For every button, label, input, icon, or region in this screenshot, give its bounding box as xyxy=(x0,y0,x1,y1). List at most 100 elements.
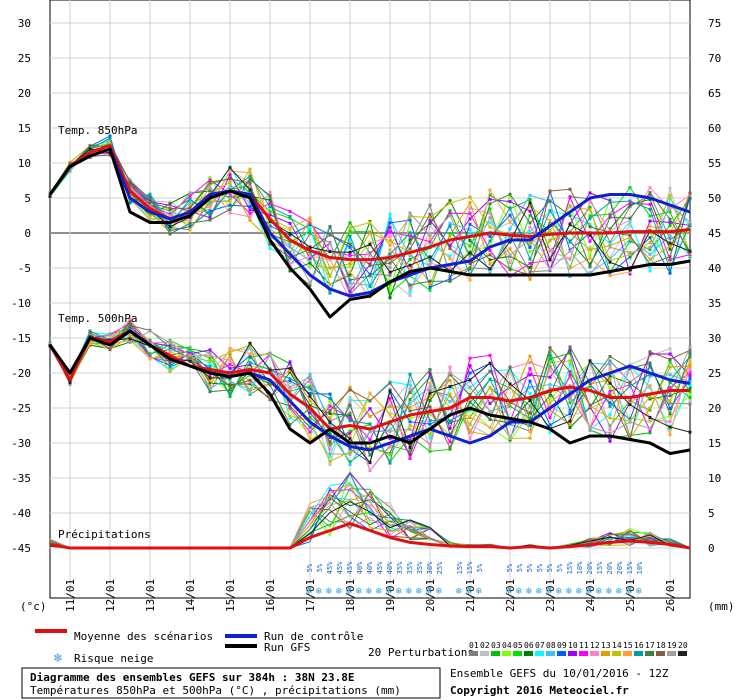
member-point xyxy=(468,228,472,232)
member-point xyxy=(568,223,572,227)
member-point xyxy=(448,247,452,251)
member-point xyxy=(648,406,652,410)
member-point xyxy=(168,227,172,231)
member-point xyxy=(568,362,572,366)
member-point xyxy=(588,403,592,407)
member-point xyxy=(548,353,552,357)
member-point xyxy=(188,218,192,222)
left-tick-label: 25 xyxy=(18,52,31,65)
member-point xyxy=(448,257,452,261)
perturbation-swatch xyxy=(612,651,621,656)
member-point xyxy=(248,211,252,215)
member-point xyxy=(268,353,272,357)
member-point xyxy=(268,190,272,194)
member-point xyxy=(128,338,132,342)
member-point xyxy=(248,362,252,366)
member-point xyxy=(448,254,452,258)
member-point xyxy=(488,216,492,220)
member-point xyxy=(488,425,492,429)
member-point xyxy=(288,221,292,225)
member-point xyxy=(428,422,432,426)
member-point xyxy=(428,446,432,450)
member-point xyxy=(428,395,432,399)
member-point xyxy=(508,418,512,422)
date-tick-label: 22/01 xyxy=(504,579,517,612)
member-point xyxy=(368,263,372,267)
member-point xyxy=(408,446,412,450)
member-point xyxy=(288,269,292,273)
member-point xyxy=(528,197,532,201)
snow-risk-percent: 5% xyxy=(506,563,514,572)
member-point xyxy=(328,291,332,295)
member-point xyxy=(568,370,572,374)
member-point xyxy=(228,392,232,396)
member-point xyxy=(68,374,72,378)
member-point xyxy=(648,241,652,245)
mean-precip-line xyxy=(49,522,691,550)
member-point xyxy=(588,199,592,203)
member-point xyxy=(668,406,672,410)
label-t850: Temp. 850hPa xyxy=(58,124,137,137)
member-point xyxy=(388,413,392,417)
date-tick-label: 14/01 xyxy=(184,579,197,612)
member-point xyxy=(308,425,312,429)
member-point xyxy=(588,191,592,195)
member-point xyxy=(588,265,592,269)
member-point xyxy=(648,365,652,369)
right-tick-label: 25 xyxy=(708,367,721,380)
member-point xyxy=(428,442,432,446)
member-point xyxy=(288,262,292,266)
member-point xyxy=(368,253,372,257)
member-point xyxy=(108,138,112,142)
member-point xyxy=(468,195,472,199)
member-point xyxy=(568,394,572,398)
member-point xyxy=(168,341,172,345)
member-point xyxy=(608,397,612,401)
member-point xyxy=(428,261,432,265)
member-point xyxy=(168,360,172,364)
member-point xyxy=(648,269,652,273)
snow-risk-percent: 35% xyxy=(406,561,414,574)
member-point xyxy=(668,237,672,241)
member-point xyxy=(348,262,352,266)
snow-risk-percent: 15% xyxy=(626,561,634,574)
member-point xyxy=(508,220,512,224)
member-point xyxy=(528,385,532,389)
member-point xyxy=(308,375,312,379)
member-point xyxy=(348,242,352,246)
member-point xyxy=(128,333,132,337)
member-point xyxy=(648,186,652,190)
member-point xyxy=(408,457,412,461)
member-point xyxy=(248,188,252,192)
member-point xyxy=(608,389,612,393)
member-point xyxy=(348,411,352,415)
snow-risk-percent: 15% xyxy=(566,561,574,574)
member-point xyxy=(488,193,492,197)
member-point xyxy=(388,225,392,229)
member-point xyxy=(688,191,692,195)
snow-risk-icon: ❄ xyxy=(355,587,363,597)
member-point xyxy=(148,329,152,333)
member-point xyxy=(568,387,572,391)
member-point xyxy=(448,267,452,271)
member-point xyxy=(588,271,592,275)
member-point xyxy=(248,341,252,345)
member-point xyxy=(468,267,472,271)
perturbation-swatch xyxy=(469,651,478,656)
member-point xyxy=(608,242,612,246)
member-point xyxy=(528,250,532,254)
member-point xyxy=(648,350,652,354)
snow-risk-icon: ❄ xyxy=(325,587,333,597)
member-point xyxy=(688,370,692,374)
member-point xyxy=(288,377,292,381)
member-point xyxy=(348,452,352,456)
member-point xyxy=(328,443,332,447)
member-point xyxy=(608,260,612,264)
member-point xyxy=(608,428,612,432)
member-point xyxy=(568,345,572,349)
member-point xyxy=(248,355,252,359)
member-point xyxy=(588,205,592,209)
member-point xyxy=(628,253,632,257)
perturbation-id: 16 xyxy=(634,641,644,650)
member-point xyxy=(428,258,432,262)
